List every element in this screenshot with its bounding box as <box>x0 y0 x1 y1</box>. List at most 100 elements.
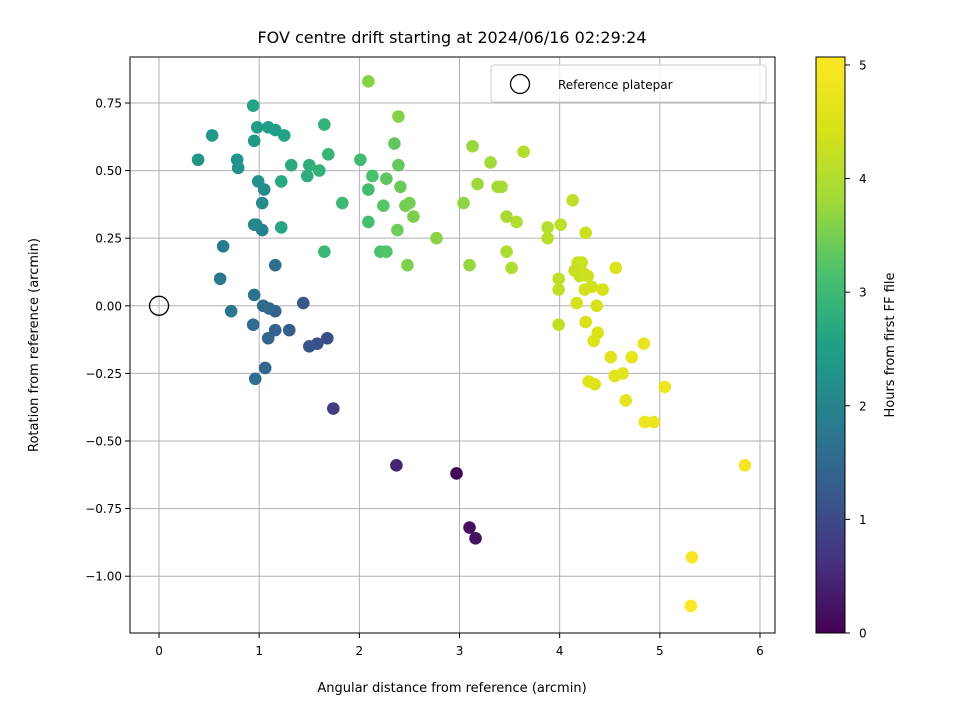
scatter-point <box>541 231 554 245</box>
scatter-point <box>230 153 244 167</box>
colorbar-tick-label: 5 <box>859 58 867 72</box>
scatter-point <box>658 380 672 394</box>
y-tick-label: 0.25 <box>95 232 122 246</box>
scatter-point <box>495 180 508 194</box>
scatter-point <box>579 315 593 329</box>
grid-lines <box>130 57 775 633</box>
y-tick-label: 0.50 <box>95 164 122 178</box>
plot-frame <box>129 56 776 634</box>
x-tick-label: 2 <box>356 644 364 658</box>
scatter-point <box>541 221 554 234</box>
x-axis-ticks: 0 1 2 3 4 5 6 <box>155 633 764 658</box>
scatter-point <box>484 156 497 169</box>
scatter-point <box>274 221 288 234</box>
y-tick-label: −0.50 <box>85 435 122 449</box>
scatter-point <box>390 459 403 472</box>
x-tick-label: 3 <box>456 644 464 658</box>
scatter-point <box>300 169 314 183</box>
scatter-point <box>500 210 513 223</box>
colorbar-gradient <box>815 56 846 634</box>
scatter-point <box>466 139 479 153</box>
scatter-point <box>247 288 261 302</box>
scatter-point <box>213 272 227 286</box>
scatter-point <box>321 331 334 345</box>
y-tick-label: −0.25 <box>85 367 122 381</box>
scatter-point <box>312 164 326 177</box>
legend-label: Reference platepar <box>558 78 673 92</box>
legend: Reference platepar <box>490 64 767 103</box>
scatter-point <box>251 175 265 188</box>
scatter-point <box>362 183 375 196</box>
scatter-point <box>684 599 698 613</box>
scatter-point <box>500 245 513 259</box>
plot-area <box>129 56 776 634</box>
y-tick-label: 0.00 <box>95 299 122 313</box>
scatter-point <box>638 415 652 429</box>
scatter-point <box>268 258 282 272</box>
scatter-point <box>248 372 262 386</box>
scatter-point <box>247 218 261 231</box>
y-axis-label: Rotation from reference (arcmin) <box>27 238 42 452</box>
scatter-point <box>619 394 633 407</box>
scatter-point <box>322 148 335 161</box>
scatter-point <box>596 283 610 296</box>
legend-reference-marker <box>509 73 531 95</box>
scatter-point <box>430 231 443 245</box>
scatter-point <box>391 223 404 237</box>
scatter-point <box>216 239 230 253</box>
colorbar-tick-label: 2 <box>859 399 867 413</box>
scatter-point <box>362 215 375 229</box>
scatter-point <box>282 323 296 337</box>
reference-platepar-marker <box>148 295 170 316</box>
scatter-point <box>463 258 476 272</box>
scatter-point <box>247 134 261 148</box>
x-tick-label: 0 <box>155 644 163 658</box>
scatter-point <box>552 318 565 332</box>
scatter-point <box>224 304 238 318</box>
scatter-point <box>588 377 602 391</box>
scatter-point <box>302 340 316 353</box>
scatter-point <box>258 361 272 375</box>
scatter-point <box>354 153 367 167</box>
colorbar-tick-label: 1 <box>859 513 867 527</box>
scatter-point <box>587 334 601 348</box>
scatter-point <box>505 261 518 275</box>
scatter-point <box>590 299 604 313</box>
scatter-point <box>250 121 264 134</box>
scatter-point <box>637 337 651 350</box>
x-tick-label: 1 <box>255 644 263 658</box>
scatter-point <box>256 299 270 313</box>
scatter-point <box>366 169 379 183</box>
scatter-point <box>581 269 595 283</box>
scatter-point <box>585 280 599 294</box>
scatter-point <box>277 129 291 142</box>
scatter-points <box>148 75 752 613</box>
scatter-point <box>450 467 463 480</box>
scatter-point <box>647 415 661 429</box>
y-tick-label: −1.00 <box>85 570 122 584</box>
x-tick-label: 5 <box>656 644 664 658</box>
scatter-point <box>205 129 219 142</box>
scatter-point <box>685 550 699 564</box>
y-axis-ticks: 0.75 0.50 0.25 0.00 −0.25 −0.50 −0.75 −1.00 <box>85 96 130 584</box>
scatter-point <box>566 194 579 207</box>
scatter-point <box>457 196 470 210</box>
scatter-point <box>274 175 288 188</box>
scatter-point <box>552 283 565 296</box>
colorbar-label: Hours from first FF file <box>883 272 898 417</box>
legend-box <box>490 64 767 103</box>
scatter-point <box>284 158 298 172</box>
x-tick-label: 4 <box>556 644 564 658</box>
colorbar-tick-label: 0 <box>859 627 867 641</box>
scatter-point <box>318 118 331 131</box>
x-axis-label: Angular distance from reference (arcmin) <box>317 681 586 696</box>
scatter-point <box>327 402 340 415</box>
scatter-point <box>318 245 331 259</box>
scatter-point <box>510 215 523 229</box>
scatter-point <box>246 99 260 112</box>
scatter-point <box>403 196 416 210</box>
scatter-point <box>392 158 405 172</box>
scatter-point <box>625 350 639 364</box>
scatter-point <box>191 153 205 167</box>
scatter-point <box>616 367 630 380</box>
